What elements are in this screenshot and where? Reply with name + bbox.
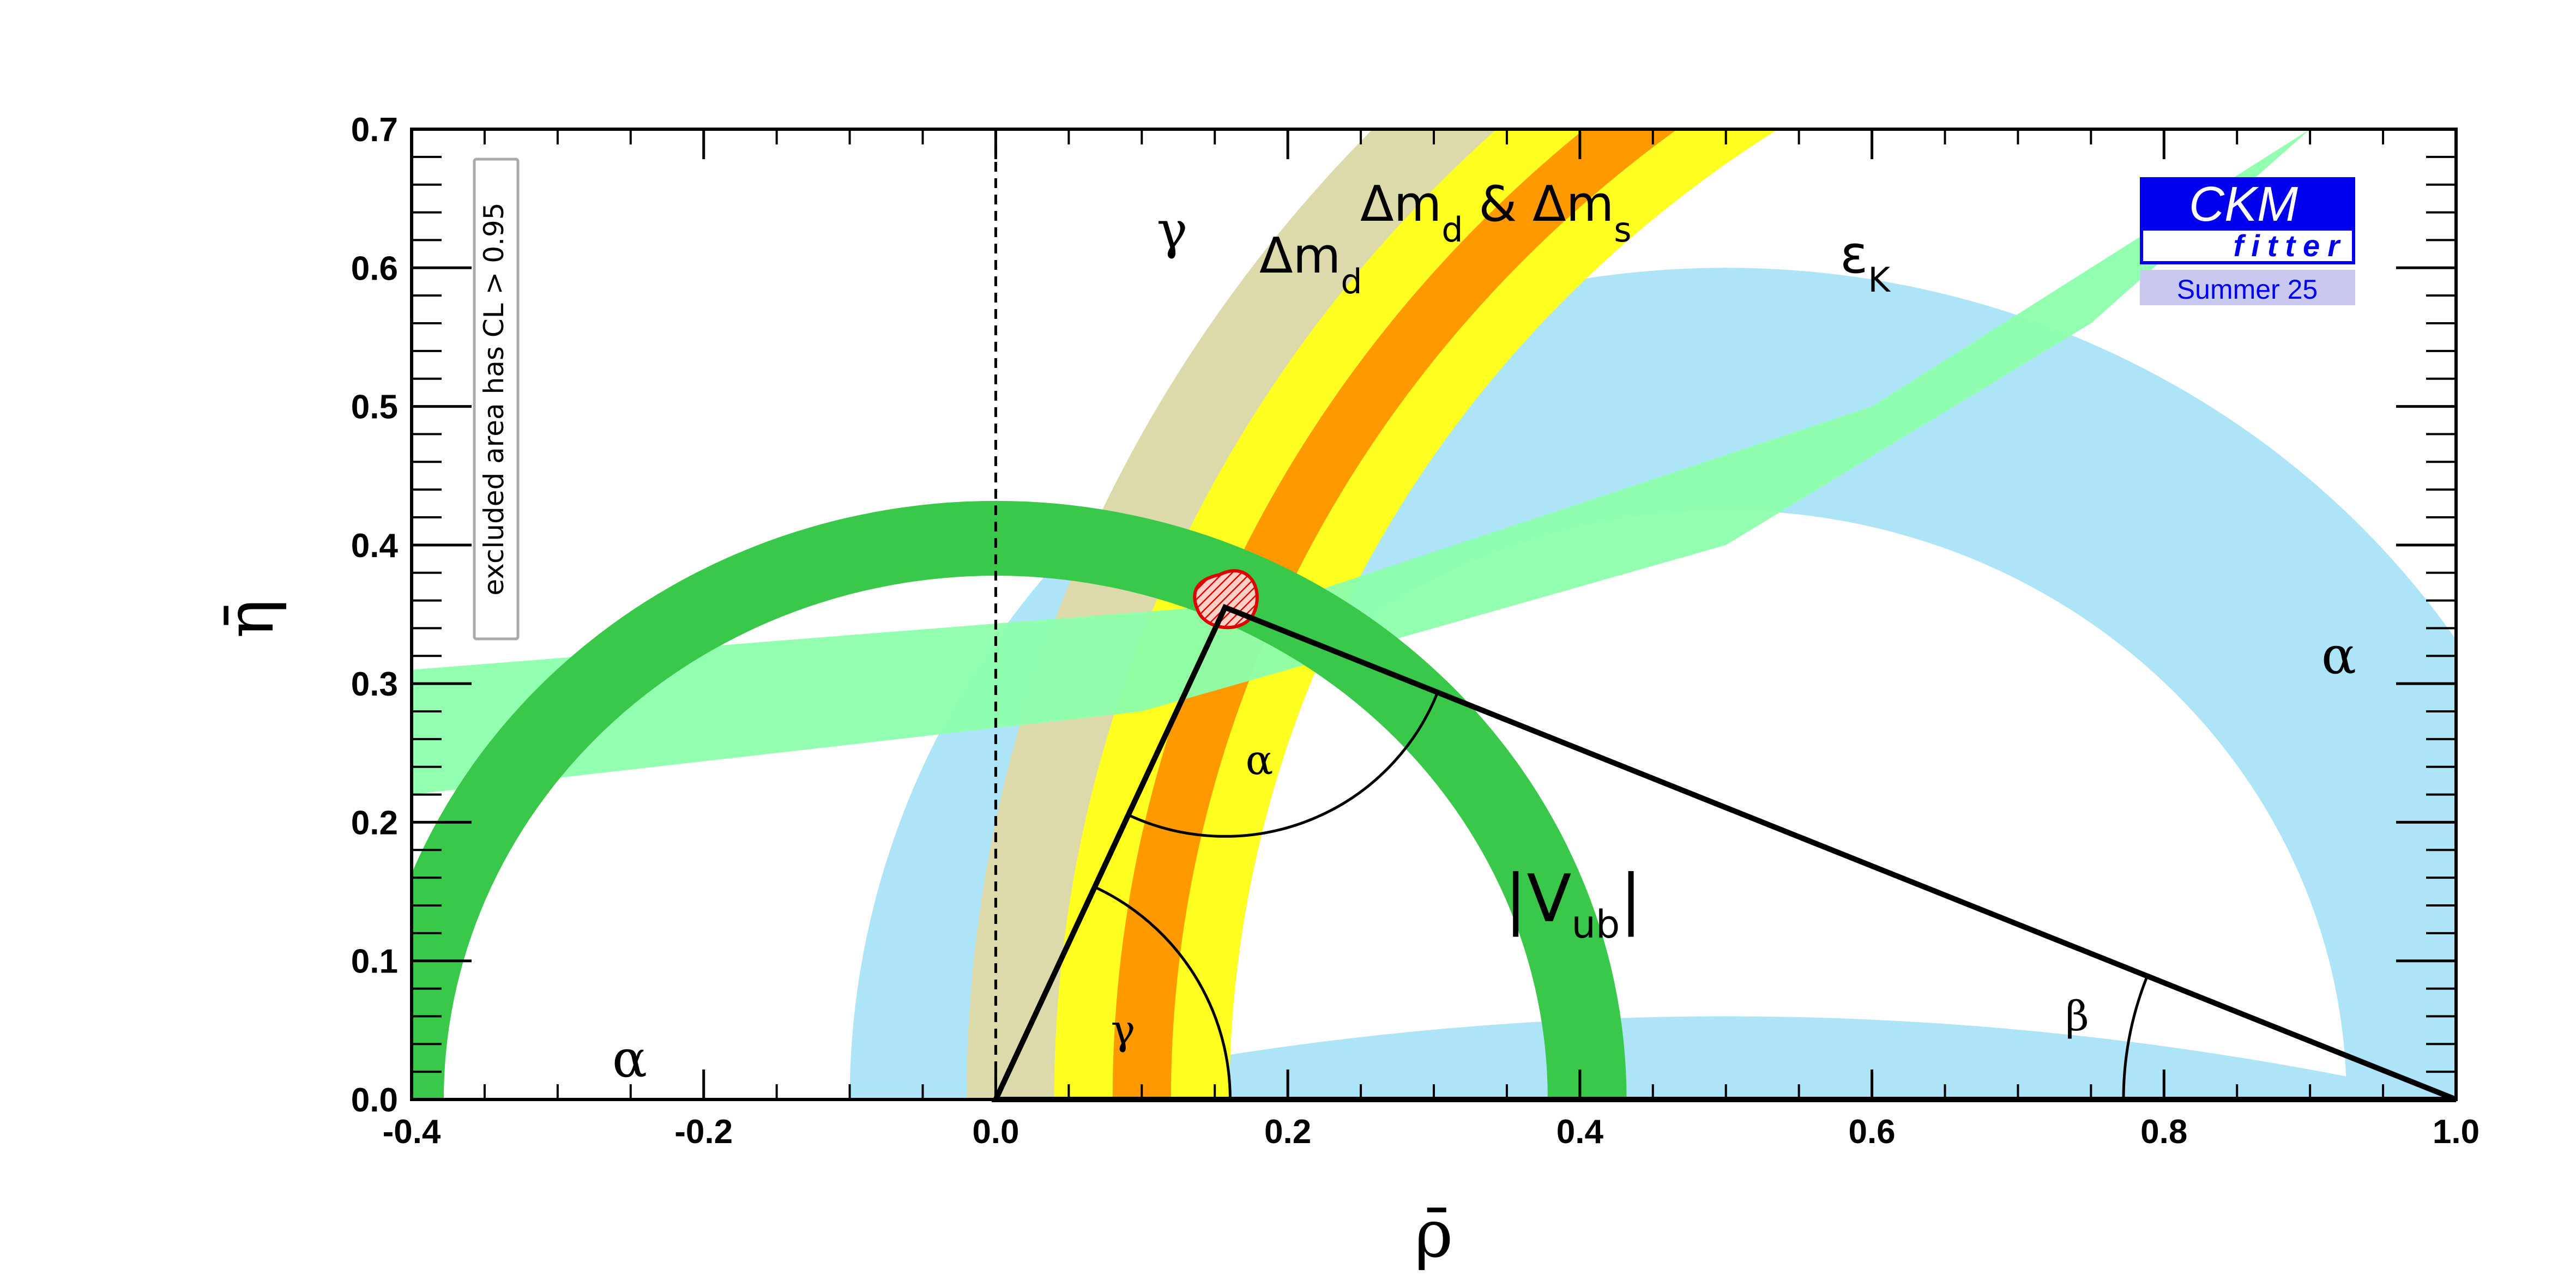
x-tick-label: 1.0 bbox=[2433, 1113, 2480, 1151]
beta-angle-arc bbox=[2122, 975, 2149, 1100]
logo-title: CKM bbox=[2189, 177, 2298, 232]
logo-season: Summer 25 bbox=[2177, 274, 2318, 305]
y-axis-label: η̄ bbox=[213, 599, 288, 638]
y-tick-label: 0.1 bbox=[351, 943, 398, 981]
logo-title-bg bbox=[2140, 177, 2355, 229]
y-tick-label: 0.4 bbox=[351, 527, 399, 565]
x-axis-label: ρ̄ bbox=[1415, 1197, 1453, 1272]
alpha-angle-arc bbox=[1127, 692, 1439, 838]
y-tick-label: 0.0 bbox=[351, 1081, 398, 1119]
gamma-angle-arc bbox=[1094, 885, 1232, 1100]
delta-md-label: Δmd bbox=[1259, 227, 1362, 301]
y-tick-label: 0.5 bbox=[351, 389, 398, 426]
x-tick-label: 0.4 bbox=[1557, 1113, 1604, 1151]
delta-md-delta-ms-label: Δmd & Δms bbox=[1360, 176, 1632, 250]
alpha-lower-band bbox=[996, 1016, 2456, 1099]
x-tick-label: 0.2 bbox=[1264, 1113, 1311, 1151]
alpha-right-label: α bbox=[2321, 626, 2356, 686]
logo-subtitle-box bbox=[2140, 227, 2355, 264]
excluded-area-note: excluded area has CL > 0.95 bbox=[473, 158, 520, 640]
excluded-area-text: excluded area has CL > 0.95 bbox=[478, 202, 510, 595]
vub-label: |Vub| bbox=[1505, 861, 1642, 947]
axis-ticks: -0.4 -0.2 0.0 0.2 0.4 0.6 0.8 1.0 0.0 0.1 0.2 0.3 0.… bbox=[351, 111, 2480, 1151]
x-tick-label: -0.4 bbox=[383, 1113, 441, 1151]
delta-md-delta-ms-outer-band bbox=[1054, 129, 1778, 1099]
beta-angle-label: β bbox=[2065, 992, 2089, 1040]
ckmfitter-logo: CKM fitter Summer 25 bbox=[2140, 177, 2355, 305]
gamma-band-label: γ bbox=[1157, 201, 1188, 261]
x-tick-label: 0.0 bbox=[972, 1113, 1019, 1151]
x-tick-label: 0.8 bbox=[2140, 1113, 2187, 1151]
y-tick-label: 0.7 bbox=[351, 111, 398, 149]
y-tick-label: 0.3 bbox=[351, 666, 398, 703]
epsilon-k-label: εK bbox=[1840, 225, 1891, 300]
vub-band bbox=[412, 500, 1627, 1099]
x-tick-label: -0.2 bbox=[674, 1113, 733, 1151]
alpha-angle-label: α bbox=[1246, 736, 1274, 784]
x-tick-label: 0.6 bbox=[1848, 1113, 1895, 1151]
alpha-left-label: α bbox=[612, 1029, 647, 1089]
gamma-angle-label: γ bbox=[1111, 1006, 1136, 1054]
y-tick-label: 0.2 bbox=[351, 804, 398, 842]
y-tick-label: 0.6 bbox=[351, 250, 398, 287]
logo-season-bg bbox=[2140, 270, 2355, 305]
logo-subtitle: fitter bbox=[2234, 228, 2347, 263]
